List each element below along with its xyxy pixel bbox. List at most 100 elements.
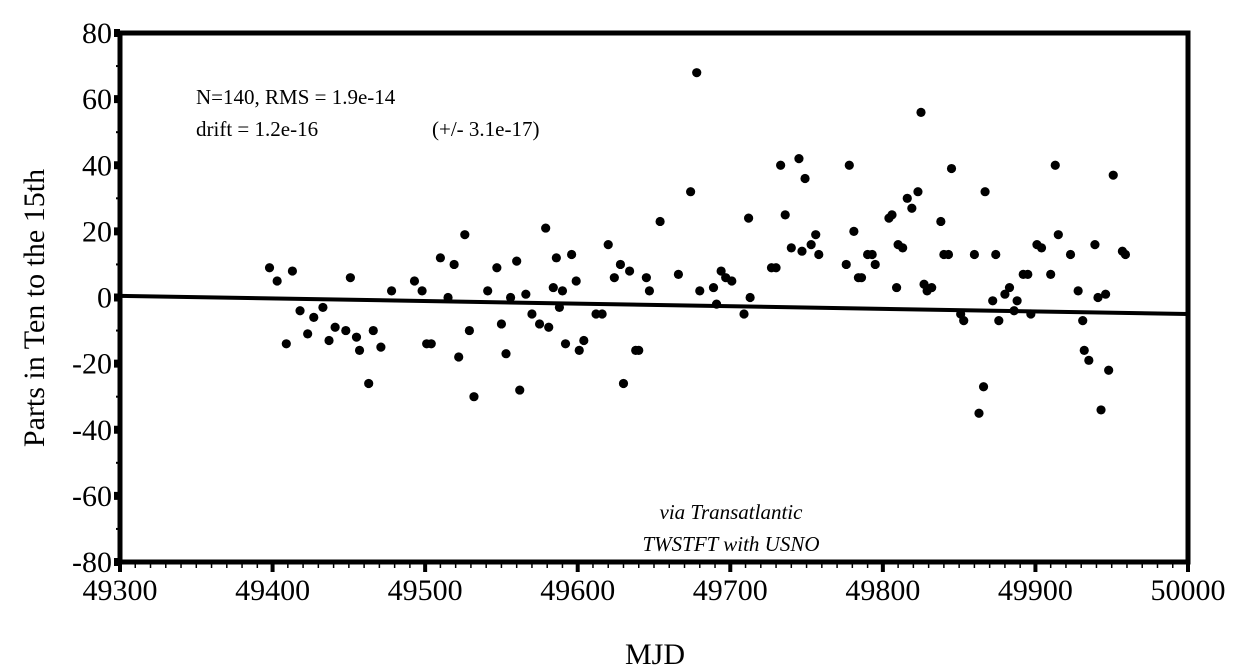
- data-point: [417, 286, 427, 296]
- data-point: [324, 335, 334, 346]
- data-point: [870, 259, 880, 270]
- x-tick-label: 49400: [235, 574, 310, 607]
- x-tick-label: 49700: [693, 574, 768, 607]
- data-point: [409, 276, 420, 286]
- data-point: [1036, 243, 1047, 253]
- data-point: [554, 302, 565, 313]
- data-point: [1104, 365, 1114, 375]
- data-point: [806, 240, 816, 250]
- y-tick-label: -80: [72, 546, 112, 579]
- data-point: [454, 352, 464, 362]
- data-point: [800, 173, 810, 184]
- data-point: [946, 163, 957, 174]
- data-point: [776, 160, 786, 170]
- data-point: [927, 282, 937, 293]
- data-point: [980, 187, 990, 197]
- y-tick-label: -20: [72, 348, 112, 381]
- x-tick-label: 49600: [540, 574, 615, 607]
- data-point: [814, 249, 824, 260]
- data-point: [345, 273, 355, 283]
- data-point: [541, 223, 551, 233]
- data-point: [579, 335, 589, 346]
- data-point: [727, 276, 737, 286]
- data-point: [449, 259, 459, 270]
- data-point: [1073, 286, 1083, 296]
- data-point: [515, 385, 525, 395]
- data-point: [907, 203, 917, 213]
- x-tick-label: 50000: [1151, 574, 1226, 607]
- data-point: [1023, 269, 1033, 279]
- x-axis-title: MJD: [625, 638, 685, 670]
- data-point: [435, 253, 445, 263]
- data-point: [464, 325, 474, 336]
- data-point: [786, 243, 796, 253]
- x-tick-label: 49500: [388, 574, 463, 607]
- data-point: [544, 322, 554, 332]
- data-point: [318, 302, 328, 313]
- data-point: [330, 322, 340, 332]
- data-point: [1000, 289, 1010, 299]
- data-point: [1084, 355, 1094, 365]
- data-point: [771, 263, 781, 273]
- data-point: [991, 249, 1001, 260]
- y-tick-label: 80: [82, 17, 112, 50]
- data-point: [887, 210, 897, 220]
- data-point: [898, 243, 908, 253]
- data-point: [716, 266, 726, 276]
- data-point: [1046, 269, 1056, 279]
- data-point: [692, 68, 702, 78]
- data-point: [1096, 405, 1106, 415]
- data-point: [1079, 345, 1089, 355]
- data-point: [560, 339, 571, 349]
- data-point: [1012, 296, 1022, 306]
- data-point: [902, 193, 912, 203]
- data-point: [548, 282, 558, 293]
- data-point: [797, 246, 807, 256]
- data-point: [867, 249, 877, 260]
- data-point: [521, 289, 531, 299]
- data-point: [695, 286, 705, 296]
- stats-annotation: N=140, RMS = 1.9e-14: [196, 85, 396, 109]
- data-point: [295, 306, 305, 316]
- data-point: [483, 286, 493, 296]
- data-point: [1026, 309, 1036, 319]
- data-point: [743, 213, 754, 223]
- data-point: [534, 319, 545, 329]
- data-point: [856, 273, 867, 283]
- data-point: [303, 329, 313, 339]
- data-point: [603, 240, 613, 250]
- y-tick-label: 40: [82, 149, 112, 182]
- drift-error-annotation: (+/- 3.1e-17): [432, 117, 539, 141]
- data-point: [609, 273, 619, 283]
- via-annotation-line2: TWSTFT with USNO: [643, 532, 820, 556]
- data-point: [1053, 230, 1063, 240]
- data-point: [1065, 249, 1076, 260]
- data-point: [739, 309, 749, 319]
- data-point: [1078, 316, 1088, 326]
- data-point: [618, 378, 629, 389]
- data-point: [376, 342, 386, 352]
- data-point: [567, 249, 577, 260]
- data-point: [969, 249, 980, 260]
- data-point: [551, 253, 561, 263]
- points-layer: [264, 68, 1131, 418]
- data-point: [351, 332, 362, 342]
- data-point: [1093, 292, 1103, 303]
- data-point: [354, 345, 365, 355]
- data-point: [505, 292, 516, 303]
- x-tick-label: 49900: [998, 574, 1073, 607]
- data-point: [1120, 249, 1131, 260]
- data-point: [686, 187, 696, 197]
- y-axis-title: Parts in Ten to the 15th: [18, 169, 51, 447]
- data-point: [281, 339, 291, 349]
- data-point: [641, 273, 651, 283]
- data-point: [557, 286, 568, 296]
- data-point: [501, 349, 511, 359]
- data-point: [496, 319, 507, 329]
- y-tick-label: 0: [97, 282, 112, 315]
- data-point: [711, 299, 722, 309]
- data-point: [811, 230, 821, 240]
- y-tick-label: 60: [82, 83, 112, 116]
- data-point: [916, 107, 926, 117]
- via-annotation-line1: via Transatlantic: [660, 500, 804, 524]
